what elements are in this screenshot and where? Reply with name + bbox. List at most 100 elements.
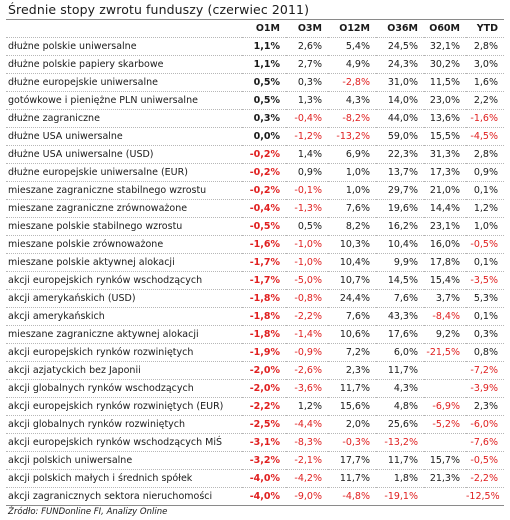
fund-category-name: dłużne europejskie uniwersalne — [6, 72, 242, 91]
cell-o3m: -2,2% — [286, 306, 328, 325]
cell-o1m: -4,0% — [242, 468, 286, 487]
cell-o3m: -8,3% — [286, 432, 328, 451]
fund-category-name: dłużne europejskie uniwersalne (EUR) — [6, 162, 242, 181]
cell-o1m: -4,0% — [242, 486, 286, 506]
cell-o12m: 10,3% — [328, 234, 376, 253]
cell-o12m: 1,0% — [328, 180, 376, 199]
cell-o60m: 9,2% — [424, 324, 466, 343]
cell-ytd: 0,1% — [466, 180, 504, 199]
cell-o1m: -2,0% — [242, 360, 286, 379]
cell-ytd: -12,5% — [466, 486, 504, 506]
cell-ytd: -6,0% — [466, 414, 504, 433]
table-row: akcji amerykańskich (USD) -1,8% -0,8% 24,4%… — [6, 288, 504, 307]
table-row: dłużne polskie uniwersalne 1,1% 2,6% 5,4% 24… — [6, 36, 504, 55]
cell-o1m: 0,3% — [242, 108, 286, 127]
cell-o12m: 8,2% — [328, 216, 376, 235]
cell-o3m: -1,3% — [286, 198, 328, 217]
cell-o3m: -9,0% — [286, 486, 328, 506]
cell-o1m: 1,1% — [242, 36, 286, 55]
table-row: akcji zagranicznych sektora nieruchomośc… — [6, 486, 504, 506]
fund-category-name: mieszane polskie zrównoważone — [6, 234, 242, 253]
cell-o1m: -1,9% — [242, 342, 286, 361]
cell-o60m: 17,3% — [424, 162, 466, 181]
cell-o36m: 1,8% — [376, 468, 424, 487]
cell-o36m: 24,5% — [376, 36, 424, 55]
table-row: mieszane polskie aktywnej alokacji -1,7% -… — [6, 252, 504, 271]
cell-o60m: 21,3% — [424, 468, 466, 487]
cell-o60m: 21,0% — [424, 180, 466, 199]
cell-o1m: -1,7% — [242, 252, 286, 271]
cell-o60m: 30,2% — [424, 54, 466, 73]
cell-o3m: -1,2% — [286, 126, 328, 145]
cell-o36m: -19,1% — [376, 486, 424, 506]
table-row: mieszane zagraniczne aktywnej alokacji -1… — [6, 324, 504, 343]
cell-o3m: -3,6% — [286, 378, 328, 397]
cell-o12m: 10,6% — [328, 324, 376, 343]
cell-o36m: 31,0% — [376, 72, 424, 91]
fund-category-name: akcji europejskich rynków wschodzących — [6, 270, 242, 289]
fund-category-name: dłużne USA uniwersalne (USD) — [6, 144, 242, 163]
cell-o60m: 11,5% — [424, 72, 466, 91]
cell-o12m: 10,7% — [328, 270, 376, 289]
cell-o1m: 0,5% — [242, 90, 286, 109]
cell-o1m: -1,7% — [242, 270, 286, 289]
header-ytd: YTD — [476, 22, 498, 34]
fund-category-name: mieszane zagraniczne stabilnego wzrostu — [6, 180, 242, 199]
table-row: mieszane polskie zrównoważone -1,6% -1,0% 1… — [6, 234, 504, 253]
table-row: akcji amerykańskich -1,8% -2,2% 7,6% 43,3% -8… — [6, 306, 504, 325]
cell-ytd: -7,2% — [466, 360, 504, 379]
cell-o36m: 22,3% — [376, 144, 424, 163]
cell-o3m: -4,4% — [286, 414, 328, 433]
table-row: dłużne polskie papiery skarbowe 1,1% 2,7% 4… — [6, 54, 504, 73]
table-row: akcji polskich uniwersalne -3,2% -2,1% 17,7… — [6, 450, 504, 469]
table-row: akcji europejskich rynków wschodzących -1… — [6, 270, 504, 289]
cell-o36m: 19,6% — [376, 198, 424, 217]
cell-o3m: -4,2% — [286, 468, 328, 487]
cell-o1m: -1,8% — [242, 288, 286, 307]
cell-o12m: 4,3% — [328, 90, 376, 109]
cell-o60m: 17,8% — [424, 252, 466, 271]
cell-o1m: -0,2% — [242, 180, 286, 199]
cell-o1m: -2,0% — [242, 378, 286, 397]
cell-o60m: 31,3% — [424, 144, 466, 163]
fund-category-name: gotówkowe i pieniężne PLN uniwersalne — [6, 90, 242, 109]
fund-category-name: mieszane zagraniczne zrównoważone — [6, 198, 242, 217]
cell-ytd: -3,9% — [466, 378, 504, 397]
cell-o36m: 13,7% — [376, 162, 424, 181]
table-row: mieszane zagraniczne stabilnego wzrostu -… — [6, 180, 504, 199]
cell-ytd: 2,8% — [466, 144, 504, 163]
cell-o36m: 16,2% — [376, 216, 424, 235]
cell-o3m: -1,4% — [286, 324, 328, 343]
cell-o1m: -0,5% — [242, 216, 286, 235]
fund-category-name: akcji globalnych rynków wschodzących — [6, 378, 242, 397]
header-o3m: O3M — [297, 22, 322, 34]
cell-o12m: 24,4% — [328, 288, 376, 307]
cell-o60m — [424, 378, 466, 397]
cell-o12m: 7,6% — [328, 198, 376, 217]
cell-o1m: -1,8% — [242, 324, 286, 343]
fund-category-name: dłużne zagraniczne — [6, 108, 242, 127]
cell-ytd: -0,5% — [466, 450, 504, 469]
table-row: mieszane polskie stabilnego wzrostu -0,5%… — [6, 216, 504, 235]
cell-o36m: 7,6% — [376, 288, 424, 307]
cell-o60m: 23,1% — [424, 216, 466, 235]
cell-o3m: -0,1% — [286, 180, 328, 199]
table-row: dłużne europejskie uniwersalne 0,5% 0,3% -2… — [6, 72, 504, 91]
header-name — [6, 20, 242, 37]
header-row: O1M O3M O12M O36M O60M YTD — [6, 20, 504, 37]
table-row: dłużne USA uniwersalne 0,0% -1,2% -13,2% 59,… — [6, 126, 504, 145]
cell-o12m: 1,0% — [328, 162, 376, 181]
cell-o60m — [424, 486, 466, 506]
header-o12m: O12M — [339, 22, 370, 34]
cell-o60m: 15,5% — [424, 126, 466, 145]
cell-o36m: 25,6% — [376, 414, 424, 433]
cell-o36m: 43,3% — [376, 306, 424, 325]
cell-o60m — [424, 360, 466, 379]
cell-ytd: 2,2% — [466, 90, 504, 109]
cell-o1m: -0,4% — [242, 198, 286, 217]
cell-o1m: 1,1% — [242, 54, 286, 73]
cell-o12m: 2,3% — [328, 360, 376, 379]
cell-o60m: 23,0% — [424, 90, 466, 109]
cell-o12m: 17,7% — [328, 450, 376, 469]
fund-category-name: akcji polskich małych i średnich spółek — [6, 468, 242, 487]
